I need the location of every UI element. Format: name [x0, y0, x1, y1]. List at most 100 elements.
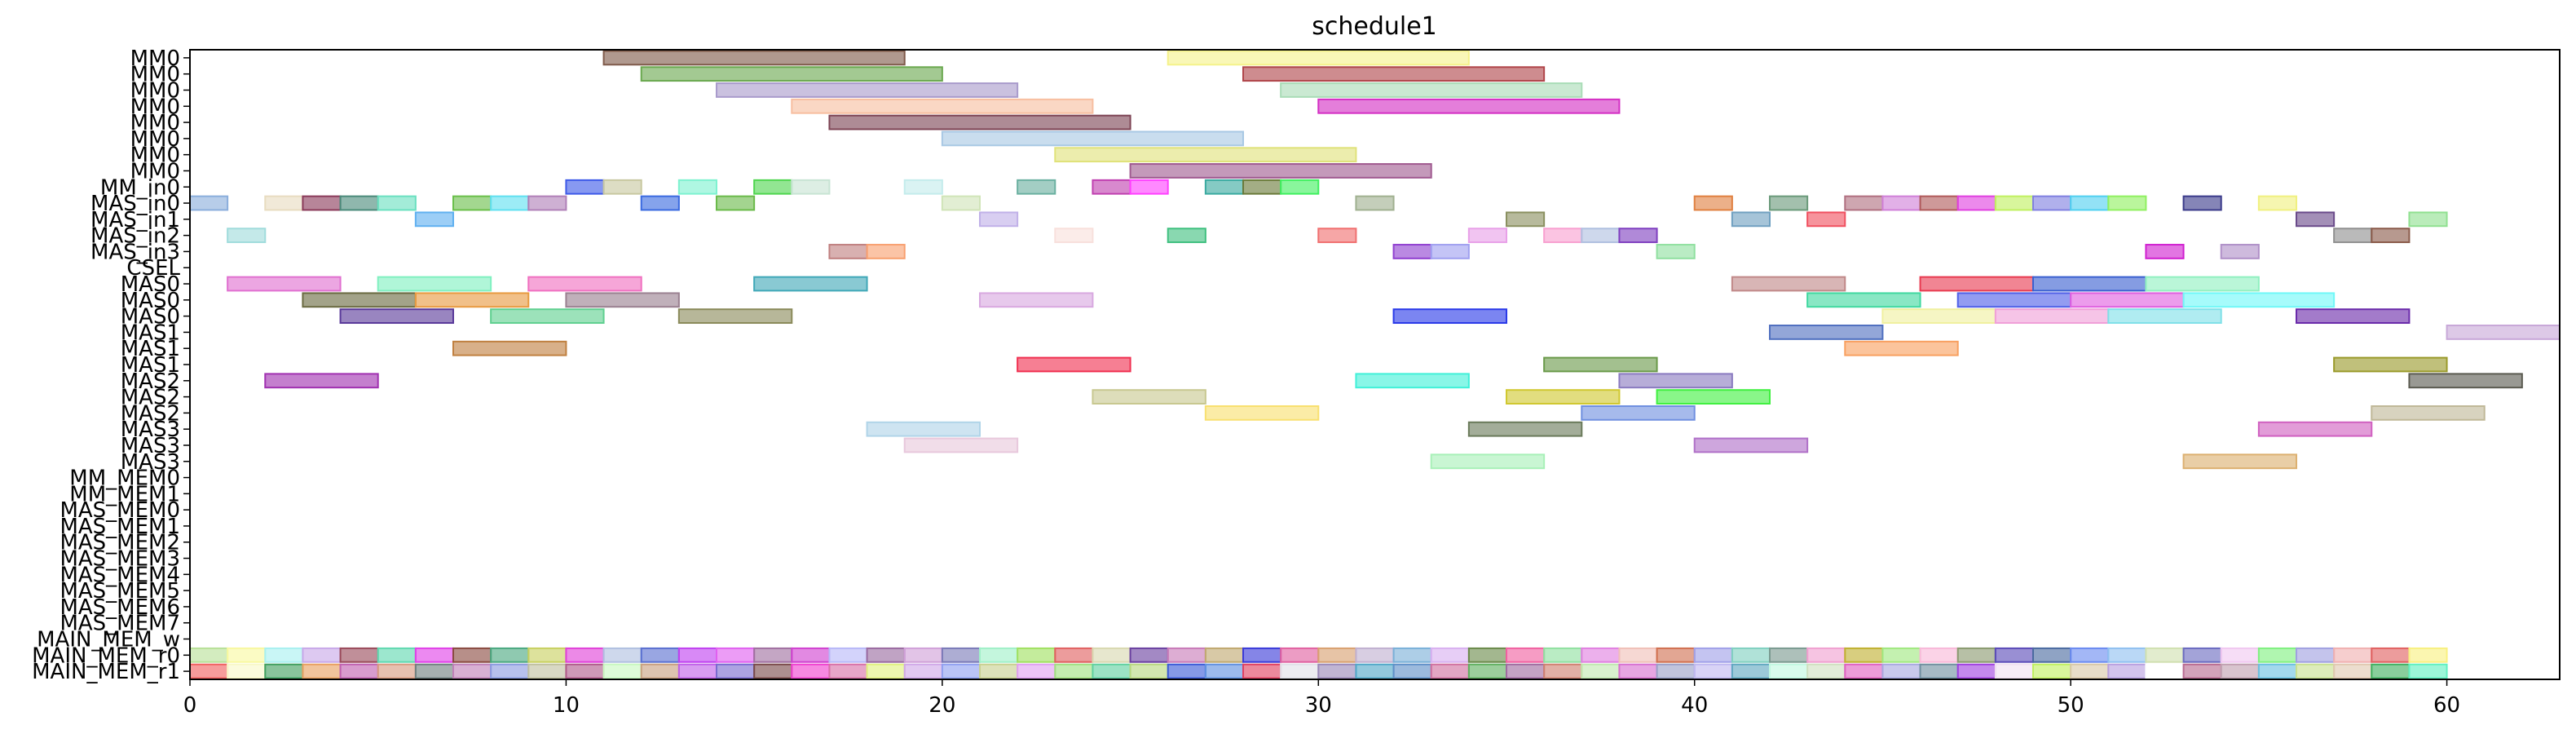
y-tick-label: MAS1	[121, 353, 180, 378]
memory-slot-bar	[941, 647, 981, 663]
task-bar	[1280, 179, 1320, 195]
y-tick-label: CSEL	[126, 256, 180, 281]
task-bar	[677, 179, 717, 195]
task-bar	[2182, 292, 2336, 308]
memory-slot-bar	[2032, 647, 2072, 663]
memory-slot-bar	[1731, 647, 1771, 663]
task-bar	[602, 179, 642, 195]
memory-slot-bar	[1167, 663, 1206, 679]
memory-slot-bar	[677, 663, 717, 679]
task-bar	[1017, 179, 1056, 195]
memory-slot-bar	[1543, 647, 1583, 663]
memory-slot-bar	[565, 647, 605, 663]
task-bar	[941, 130, 1245, 147]
y-tick-label: MAS0	[121, 272, 180, 297]
task-bar	[264, 373, 379, 389]
memory-slot-bar	[1769, 663, 1809, 679]
memory-slot-bar	[1129, 647, 1169, 663]
memory-slot-bar	[1430, 647, 1470, 663]
memory-slot-bar	[1581, 663, 1621, 679]
memory-slot-bar	[1994, 663, 2035, 679]
x-tick-label: 10	[553, 693, 580, 718]
task-bar	[1881, 308, 1996, 325]
task-bar	[339, 308, 455, 325]
memory-slot-bar	[1204, 647, 1245, 663]
y-tick-label: MM0	[130, 46, 180, 71]
memory-slot-bar	[828, 647, 868, 663]
memory-slot-bar	[2408, 663, 2448, 679]
task-bar	[264, 195, 304, 211]
memory-slot-bar	[2296, 647, 2336, 663]
memory-slot-bar	[2145, 647, 2185, 663]
task-bar	[753, 179, 793, 195]
memory-slot-bar	[414, 647, 455, 663]
task-bar	[1581, 228, 1621, 244]
memory-slot-bar	[1092, 663, 1131, 679]
memory-slot-bar	[903, 663, 943, 679]
task-bar	[1054, 228, 1094, 244]
memory-slot-bar	[1467, 647, 1508, 663]
memory-slot-bar	[1956, 663, 1996, 679]
y-tick-label: MAS_MEM2	[60, 531, 180, 555]
task-bar	[227, 276, 342, 292]
task-bar	[565, 292, 680, 308]
y-tick-label: MAS3	[121, 434, 180, 458]
memory-slot-bar	[640, 647, 680, 663]
memory-slot-bar	[1355, 663, 1395, 679]
memory-slot-bar	[452, 647, 492, 663]
memory-slot-bar	[302, 663, 342, 679]
memory-slot-bar	[1806, 647, 1846, 663]
task-bar	[377, 195, 417, 211]
task-bar	[1769, 195, 1809, 211]
task-bar	[2257, 195, 2298, 211]
y-tick-label: MAS3	[121, 418, 180, 442]
memory-slot-bar	[1844, 663, 1884, 679]
memory-slot-bar	[527, 663, 567, 679]
task-bar	[791, 179, 831, 195]
memory-slot-bar	[1919, 663, 1959, 679]
memory-slot-bar	[1392, 663, 1432, 679]
task-bar	[1994, 308, 2110, 325]
memory-slot-bar	[1693, 647, 1733, 663]
memory-slot-bar	[1543, 663, 1583, 679]
memory-slot-bar	[2333, 647, 2373, 663]
memory-slot-bar	[828, 663, 868, 679]
memory-slot-bar	[1656, 647, 1696, 663]
task-bar	[1769, 325, 1884, 340]
memory-slot-bar	[2257, 663, 2298, 679]
task-bar	[1731, 211, 1771, 228]
memory-slot-bar	[490, 663, 530, 679]
memory-slot-bar	[866, 647, 906, 663]
memory-slot-bar	[1919, 647, 1959, 663]
y-tick-label: MM0	[130, 127, 180, 152]
y-tick-label: MM0	[130, 63, 180, 87]
task-bar	[2182, 195, 2222, 211]
memory-slot-bar	[2408, 647, 2448, 663]
task-bar	[2145, 244, 2185, 259]
task-bar	[1731, 276, 1846, 292]
task-bar	[490, 195, 530, 211]
y-tick-label: MM0	[130, 144, 180, 168]
x-tick-label: 30	[1305, 693, 1332, 718]
memory-slot-bar	[1956, 647, 1996, 663]
memory-slot-bar	[2182, 647, 2222, 663]
y-tick-label: MM0	[130, 111, 180, 135]
y-tick-label: MAS_MEM5	[60, 579, 180, 604]
memory-slot-bar	[979, 647, 1019, 663]
task-bar	[1355, 195, 1395, 211]
task-bar	[979, 292, 1094, 308]
memory-slot-bar	[2107, 647, 2147, 663]
memory-slot-bar	[1242, 663, 1282, 679]
memory-slot-bar	[2107, 663, 2147, 679]
memory-slot-bar	[2257, 647, 2298, 663]
task-bar	[1392, 308, 1507, 325]
task-bar	[1656, 244, 1696, 259]
y-tick-label: MAS_MEM0	[60, 498, 180, 523]
task-bar	[1129, 163, 1432, 179]
memory-slot-bar	[2296, 663, 2336, 679]
task-bar	[1204, 405, 1320, 421]
task-bar	[2408, 373, 2523, 389]
task-bar	[2107, 195, 2147, 211]
task-bar	[1054, 147, 1357, 163]
